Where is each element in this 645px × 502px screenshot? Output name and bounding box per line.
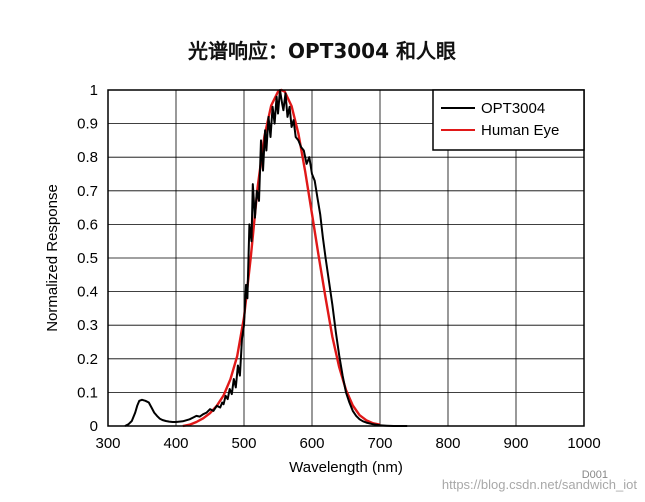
figure-tag: D001 bbox=[582, 469, 608, 481]
legend-box bbox=[432, 89, 585, 151]
y-tick-label: 0.4 bbox=[77, 284, 98, 301]
y-tick-label: 0 bbox=[90, 418, 98, 435]
tick-labels: 300 400 500 600 700 800 900 1000 0 0.1 0.2 0.3 0.4 0.… bbox=[77, 82, 601, 452]
legend-label-human-eye: Human Eye bbox=[481, 122, 559, 139]
y-tick-label: 0.3 bbox=[77, 317, 98, 334]
x-axis-label: Wavelength (nm) bbox=[289, 459, 403, 476]
y-tick-label: 0.9 bbox=[77, 116, 98, 133]
y-tick-label: 0.2 bbox=[77, 351, 98, 368]
x-tick-label: 500 bbox=[231, 435, 256, 452]
plot-frame bbox=[107, 89, 585, 427]
y-tick-label: 0.6 bbox=[77, 216, 98, 233]
x-tick-label: 700 bbox=[367, 435, 392, 452]
y-tick-label: 1 bbox=[90, 82, 98, 99]
chart-title: 光谱响应：OPT3004 和人眼 bbox=[187, 39, 456, 63]
x-tick-label: 800 bbox=[435, 435, 460, 452]
y-tick-label: 0.5 bbox=[77, 250, 98, 267]
x-tick-label: 1000 bbox=[567, 435, 600, 452]
x-tick-label: 400 bbox=[163, 435, 188, 452]
x-tick-label: 900 bbox=[503, 435, 528, 452]
y-axis-label: Normalized Response bbox=[44, 184, 61, 332]
series-line-opt3004 bbox=[124, 89, 408, 427]
y-tick-label: 0.8 bbox=[77, 149, 98, 166]
watermark: https://blog.csdn.net/sandwich_iot bbox=[442, 477, 638, 492]
legend-label-opt3004: OPT3004 bbox=[481, 100, 545, 117]
legend: OPT3004 Human Eye bbox=[432, 89, 585, 151]
x-tick-label: 300 bbox=[95, 435, 120, 452]
y-tick-label: 0.1 bbox=[77, 384, 98, 401]
x-tick-label: 600 bbox=[299, 435, 324, 452]
y-tick-label: 0.7 bbox=[77, 183, 98, 200]
